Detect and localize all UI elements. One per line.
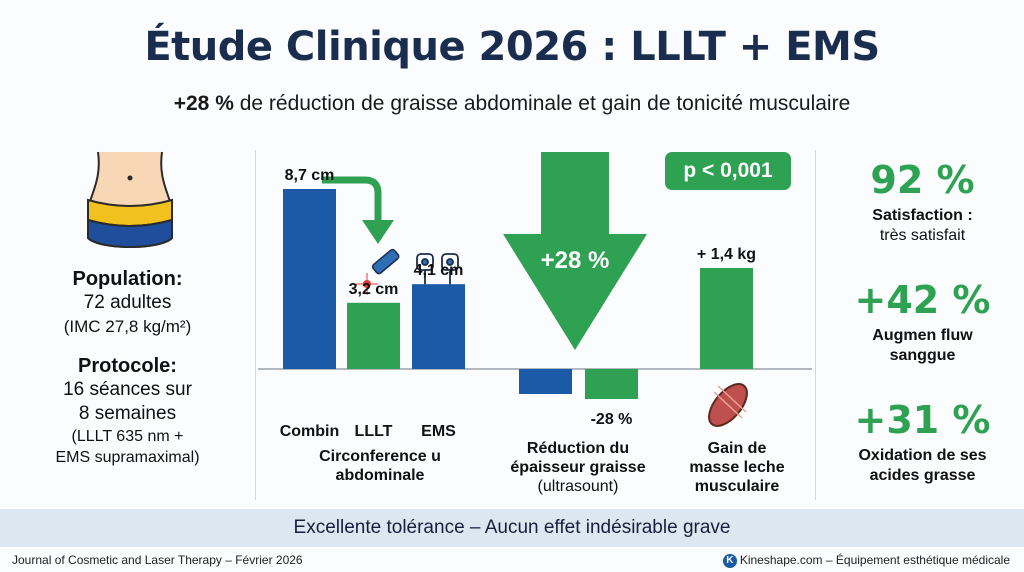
group1-xlabel-line2: abdominale xyxy=(335,467,425,484)
chart1-value-label-3: 4,1 cm xyxy=(414,262,464,279)
protocol-line1: 16 séances sur xyxy=(63,379,192,400)
protocol-line2: 8 semaines xyxy=(78,403,177,424)
abdomen-icon xyxy=(87,151,173,248)
stat-oxidation-sublabel: acides grasse xyxy=(869,467,976,484)
stat-satisfaction: 92 % Satisfaction : très satisfait xyxy=(830,158,1015,246)
group2-xlabel-line3: (ultrasount) xyxy=(537,478,619,495)
stat-satisfaction-value: 92 % xyxy=(870,158,975,202)
population-label: Population: xyxy=(72,268,183,290)
group3-xlabel-line1: Gain de xyxy=(707,440,767,457)
stat-oxidation-value: +31 % xyxy=(854,398,991,442)
laser-pen-icon xyxy=(356,248,400,295)
curved-arrow-head-icon xyxy=(362,220,394,244)
protocol-label: Protocole: xyxy=(78,355,177,377)
group1-xlabel-line1: Circonference u xyxy=(319,448,441,465)
stat-oxidation: +31 % Oxidation de ses acides grasse xyxy=(830,398,1015,486)
stat-bloodflow-label: Augmen fluw xyxy=(872,327,973,344)
protocol-note1: (LLLT 635 nm + xyxy=(71,428,184,445)
chart1-category-label-1: Combin xyxy=(280,423,340,440)
chart1-value-label-2: 3,2 cm xyxy=(349,281,399,298)
group2-xlabel-line1: Réduction du xyxy=(526,440,630,457)
chart1-value-label-1: 8,7 cm xyxy=(285,167,335,184)
page-subtitle: +28 % de réduction de graisse abdominale… xyxy=(0,92,1024,116)
muscle-icon xyxy=(708,383,748,427)
curved-arrow-icon xyxy=(322,176,382,222)
chart3-value-label-1: + 1,4 kg xyxy=(697,246,756,263)
stat-satisfaction-label: Satisfaction : xyxy=(872,207,973,224)
p-value-badge: p < 0,001 xyxy=(665,152,791,190)
population-value: 72 adultes xyxy=(83,292,172,313)
subtitle-text: de réduction de graisse abdominale et ga… xyxy=(233,92,851,115)
chart1-bar-2 xyxy=(347,302,400,369)
stat-satisfaction-sublabel: très satisfait xyxy=(879,227,966,244)
chart2-bar-1 xyxy=(519,369,572,394)
results-chart: 8,7 cm Combin 3,2 cm LLLT 4,1 cm EMS -28 % + 1,… xyxy=(258,152,812,440)
tolerance-banner: Excellente tolérance – Aucun effet indés… xyxy=(0,509,1024,547)
group2-xlabel-line2: épaisseur graisse xyxy=(510,459,646,476)
big-down-arrow-icon xyxy=(503,152,647,350)
stat-bloodflow-sublabel: sanggue xyxy=(889,347,956,364)
chart1-bar-3 xyxy=(412,284,465,369)
chart3-bar-1 xyxy=(700,268,753,369)
group3-xlabel-line2: masse leche xyxy=(689,459,785,476)
chart1-bar-1 xyxy=(283,189,336,369)
stat-oxidation-label: Oxidation de ses xyxy=(858,447,987,464)
footer-source: Journal of Cosmetic and Laser Therapy – … xyxy=(12,553,303,567)
subtitle-highlight: +28 % xyxy=(173,92,234,115)
footer-brand-text: Kineshape.com – Équipement esthétique mé… xyxy=(739,553,1010,567)
group1-xlabel: Circonference u abdominale xyxy=(270,447,490,485)
population-note: (IMC 27,8 kg/m²) xyxy=(63,317,192,336)
group3-xlabel-line3: musculaire xyxy=(694,478,780,495)
chart2-bar-2 xyxy=(585,369,638,399)
divider-left xyxy=(255,150,256,500)
protocol-note2: EMS supramaximal) xyxy=(55,449,200,466)
stat-bloodflow: +42 % Augmen fluw sanggue xyxy=(830,278,1015,366)
group2-xlabel: Réduction du épaisseur graisse (ultrasou… xyxy=(488,439,668,496)
group3-xlabel: Gain de masse leche musculaire xyxy=(672,439,802,496)
arrow-percent-label: +28 % xyxy=(541,247,610,274)
electrode-pads-icon xyxy=(416,253,459,285)
kineshape-logo-icon: K xyxy=(722,553,737,568)
left-panel: Population: 72 adultes (IMC 27,8 kg/m²) … xyxy=(20,150,235,468)
page-title: Étude Clinique 2026 : LLLT + EMS xyxy=(144,24,880,70)
stat-bloodflow-value: +42 % xyxy=(854,278,991,322)
chart1-category-label-3: EMS xyxy=(421,423,456,440)
footer-brand: K Kineshape.com – Équipement esthétique m… xyxy=(722,553,1010,568)
chart2-value-label-2: -28 % xyxy=(591,411,633,428)
chart1-category-label-2: LLLT xyxy=(355,423,393,440)
divider-right xyxy=(815,150,816,500)
